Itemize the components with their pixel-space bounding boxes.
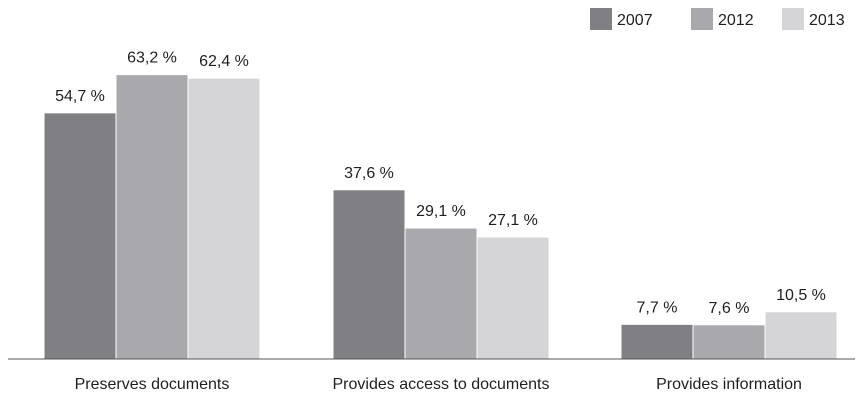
bar-provides-access-to-documents-2007 (332, 189, 406, 360)
value-label-provides-access-to-documents-2007: 37,6 % (344, 165, 394, 182)
legend: 2007 2012 2013 (590, 8, 845, 30)
value-label-preserves-documents-2012: 63,2 % (127, 50, 177, 67)
category-label-provides-access-to-documents: Provides access to documents (333, 376, 550, 393)
bar-provides-information-2013 (764, 311, 838, 360)
value-label-provides-information-2012: 7,6 % (709, 300, 750, 317)
category-label-preserves-documents: Preserves documents (75, 376, 230, 393)
value-labels-group: 54,7 % 63,2 % 62,4 % 37,6 % 29,1 % 27,1 % 7,7 … (55, 50, 826, 317)
bar-preserves-documents-2013 (187, 77, 261, 360)
legend-swatch-2012 (691, 8, 713, 30)
legend-swatch-2007 (590, 8, 612, 30)
value-label-provides-information-2013: 10,5 % (776, 287, 826, 304)
bar-provides-access-to-documents-2013 (476, 236, 550, 360)
category-label-provides-information: Provides information (656, 376, 802, 393)
bar-provides-information-2007 (620, 323, 694, 360)
bar-provides-information-2012 (692, 324, 766, 360)
legend-label-2013: 2013 (809, 12, 845, 29)
bar-preserves-documents-2007 (43, 112, 117, 360)
legend-label-2012: 2012 (718, 12, 754, 29)
category-labels-group: Preserves documents Provides access to do… (75, 376, 802, 393)
value-label-preserves-documents-2007: 54,7 % (55, 88, 105, 105)
legend-label-2007: 2007 (617, 12, 653, 29)
bar-preserves-documents-2012 (115, 74, 189, 360)
bar-provides-access-to-documents-2012 (404, 227, 478, 360)
legend-swatch-2013 (782, 8, 804, 30)
value-label-provides-access-to-documents-2012: 29,1 % (416, 203, 466, 220)
value-label-provides-access-to-documents-2013: 27,1 % (488, 212, 538, 229)
value-label-provides-information-2007: 7,7 % (637, 299, 678, 316)
bars-group (43, 74, 838, 360)
value-label-preserves-documents-2013: 62,4 % (199, 53, 249, 70)
